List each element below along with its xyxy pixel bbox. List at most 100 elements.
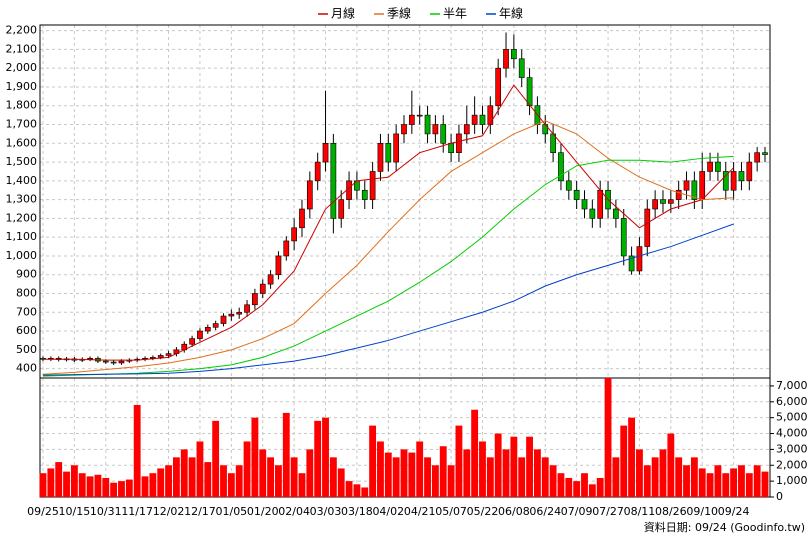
volume-bar xyxy=(55,462,63,497)
y-tick-label: 1,300 xyxy=(6,193,38,206)
volume-bar xyxy=(565,477,573,497)
volume-bar xyxy=(306,449,314,497)
candle-body xyxy=(212,323,219,328)
legend-label: 年線 xyxy=(499,6,523,21)
candle-body xyxy=(275,255,282,276)
candle-body xyxy=(314,161,321,182)
volume-bar xyxy=(275,465,282,497)
candle-body xyxy=(479,114,486,125)
y-tick-label: 2,000 xyxy=(6,61,38,74)
volume-bar xyxy=(118,481,125,497)
volume-bar xyxy=(400,449,408,497)
candle-body xyxy=(408,114,415,125)
candle-body xyxy=(660,199,666,204)
candle-body xyxy=(589,208,596,219)
moving-average-line xyxy=(43,84,734,361)
candle-body xyxy=(369,171,376,200)
volume-bar xyxy=(172,457,180,497)
candle-body xyxy=(691,180,698,200)
volume-bar xyxy=(738,465,745,497)
volume-bar xyxy=(526,436,533,497)
y-tick-label: 1,200 xyxy=(6,211,38,224)
x-tick-label: 09/24 xyxy=(718,505,750,518)
volume-bar xyxy=(698,468,706,497)
volume-bar xyxy=(377,441,384,497)
volume-bar xyxy=(557,473,565,497)
legend-label: 半年 xyxy=(443,7,467,21)
x-tick-label: 05/22 xyxy=(467,505,499,518)
volume-bar xyxy=(439,446,447,497)
volume-bar xyxy=(722,473,730,497)
candle-body xyxy=(456,133,462,153)
candle-body xyxy=(330,142,337,219)
x-tick-label: 11/17 xyxy=(121,505,153,518)
volume-bar xyxy=(588,484,596,497)
y-tick-label: 800 xyxy=(16,287,37,300)
volume-bar xyxy=(612,457,620,497)
volume-bar xyxy=(345,481,353,497)
volume-bar xyxy=(455,425,463,497)
y-tick-label: 1,800 xyxy=(6,99,38,112)
volume-bar xyxy=(212,420,220,497)
y2-tick-label: 6,000 xyxy=(776,395,808,408)
volume-bar xyxy=(463,449,471,497)
candle-body xyxy=(189,338,195,345)
candle-body xyxy=(636,246,643,272)
candle-body xyxy=(393,133,400,163)
x-tick-label: 03/03 xyxy=(310,505,342,518)
candle-body xyxy=(613,208,619,219)
candle-body xyxy=(204,327,211,332)
volume-bar xyxy=(204,462,212,497)
y-tick-label: 400 xyxy=(16,362,37,375)
candle-body xyxy=(644,208,651,247)
candle-body xyxy=(738,171,745,182)
x-tick-label: 08/26 xyxy=(655,505,687,518)
x-tick-label: 01/05 xyxy=(215,505,247,518)
candle-body xyxy=(518,58,525,78)
volume-bar xyxy=(329,457,337,497)
volume-bar xyxy=(714,465,722,497)
candle-body xyxy=(683,180,690,191)
candle-body xyxy=(157,355,164,358)
candle-body xyxy=(197,330,203,339)
candle-body xyxy=(432,124,439,135)
candle-body xyxy=(338,199,345,219)
x-tick-label: 07/27 xyxy=(592,505,624,518)
volume-bar xyxy=(353,484,361,497)
volume-bar xyxy=(220,465,227,497)
volume-bar xyxy=(533,449,541,497)
volume-bar xyxy=(510,436,518,497)
y-tick-label: 600 xyxy=(16,324,37,337)
legend-label: 月線 xyxy=(331,6,355,21)
volume-bar xyxy=(290,457,298,497)
y2-tick-label: 2,000 xyxy=(776,458,808,471)
candle-body xyxy=(581,199,588,210)
volume-bar xyxy=(384,452,392,497)
volume-bar xyxy=(369,425,377,497)
candle-body xyxy=(503,49,509,69)
volume-bar xyxy=(149,473,157,497)
x-tick-label: 02/04 xyxy=(278,505,310,518)
candle-body xyxy=(377,142,384,172)
y-tick-label: 1,400 xyxy=(6,174,38,187)
moving-average-line xyxy=(42,155,734,377)
candle-body xyxy=(165,353,172,356)
volume-bar xyxy=(494,433,502,497)
y-tick-label: 1,900 xyxy=(6,80,38,93)
volume-bar xyxy=(416,441,424,497)
volume-bar xyxy=(643,465,651,497)
volume-bar xyxy=(636,449,643,497)
y2-tick-label: 4,000 xyxy=(776,427,808,440)
candle-body xyxy=(118,360,125,364)
volume-bar xyxy=(392,457,400,497)
x-tick-label: 05/07 xyxy=(435,505,467,518)
volume-bar xyxy=(165,465,172,497)
y2-tick-label: 5,000 xyxy=(776,411,808,424)
volume-bar xyxy=(39,473,47,497)
volume-bar xyxy=(133,404,141,497)
candle-body xyxy=(463,124,470,135)
moving-average-line xyxy=(42,223,734,376)
volume-bar xyxy=(745,473,753,497)
volume-bar xyxy=(486,457,494,497)
